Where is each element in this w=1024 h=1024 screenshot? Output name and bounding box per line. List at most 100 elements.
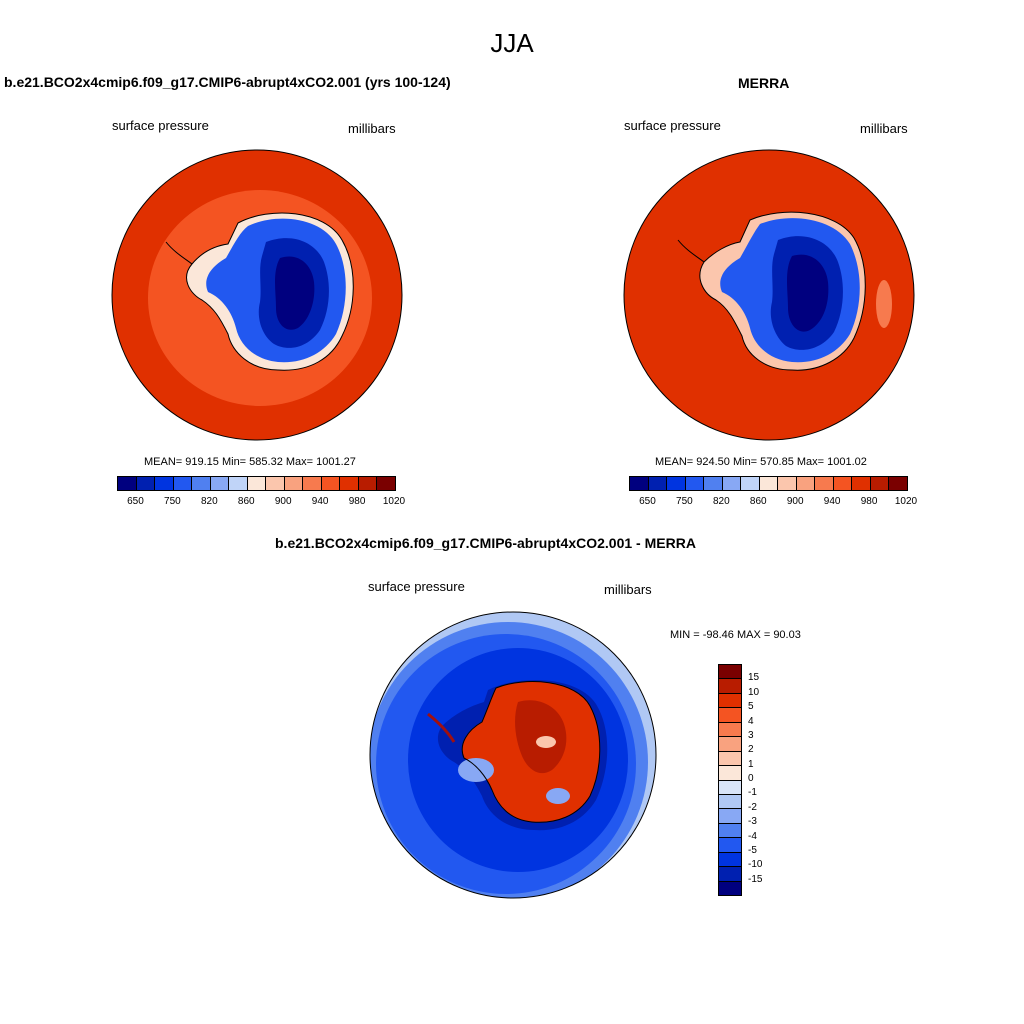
colorbar-tick-label: 0	[748, 773, 754, 784]
diff-peninsula	[427, 712, 456, 743]
colorbar-swatch	[155, 477, 174, 490]
colorbar-swatch	[667, 477, 686, 490]
page-title: JJA	[490, 28, 534, 58]
colorbar-swatch	[358, 477, 378, 490]
diff-colorbar-ticks: 15 10 5 4 3 2 1 0 -1 -2 -3 -4 -5 -10 -15	[748, 664, 788, 894]
model-stats: MEAN= 919.15 Min= 585.32 Max= 1001.27	[144, 456, 356, 468]
colorbar-swatch	[719, 679, 741, 694]
merra-panel-title: MERRA	[738, 75, 790, 91]
colorbar-tick-label: 940	[311, 496, 329, 507]
colorbar-swatch	[719, 722, 741, 738]
colorbar-swatch	[815, 477, 834, 490]
colorbar-swatch	[719, 780, 741, 795]
colorbar-tick-label: 15	[748, 672, 760, 684]
colorbar-tick-label: 5	[748, 701, 754, 713]
colorbar-tick-label: 900	[786, 496, 804, 507]
antarctica-coastline	[699, 211, 866, 371]
pressure-feature	[876, 280, 892, 328]
colorbar-swatch	[136, 477, 156, 490]
diff-variable-label: surface pressure	[368, 579, 465, 594]
model-polar-map	[111, 149, 403, 441]
colorbar-tick-label: 2	[748, 744, 754, 756]
colorbar-tick-label: 650	[639, 496, 656, 507]
colorbar-swatch	[759, 477, 779, 490]
colorbar-tick-label: 650	[127, 496, 144, 507]
colorbar-swatch	[173, 477, 193, 490]
diff-colorbar	[718, 664, 742, 896]
colorbar-swatch	[266, 477, 285, 490]
colorbar-swatch	[192, 477, 211, 490]
colorbar-swatch	[719, 693, 741, 709]
colorbar-swatch	[852, 477, 871, 490]
merra-variable-label: surface pressure	[624, 118, 721, 133]
map-border	[623, 149, 915, 441]
merra-units-label: millibars	[860, 121, 908, 136]
colorbar-tick-label: -3	[748, 816, 757, 828]
colorbar-tick-label: -5	[748, 844, 757, 856]
colorbar-swatch	[741, 477, 760, 490]
colorbar-swatch	[889, 477, 907, 490]
colorbar-swatch	[722, 477, 742, 490]
diff-panel-title: b.e21.BCO2x4cmip6.f09_g17.CMIP6-abrupt4x…	[275, 535, 696, 551]
pressure-band-650	[275, 256, 315, 330]
colorbar-tick-label: 820	[712, 496, 730, 507]
map-border	[111, 149, 403, 441]
pressure-band-650	[787, 254, 829, 332]
colorbar-swatch	[719, 881, 741, 895]
colorbar-tick-label: 10	[748, 686, 760, 698]
colorbar-swatch	[778, 477, 797, 490]
colorbar-tick-label: 980	[860, 496, 878, 507]
colorbar-swatch	[704, 477, 723, 490]
colorbar-tick-label: 820	[200, 496, 218, 507]
colorbar-swatch	[321, 477, 341, 490]
colorbar-swatch	[870, 477, 890, 490]
colorbar-swatch	[340, 477, 359, 490]
model-colorbar-ticks: 650 750 820 860 900 940 980 1020	[117, 496, 405, 510]
colorbar-tick-label: -10	[748, 859, 763, 871]
colorbar-swatch	[685, 477, 705, 490]
colorbar-swatch	[719, 737, 741, 752]
colorbar-tick-label: 940	[823, 496, 841, 507]
colorbar-swatch	[630, 477, 649, 490]
colorbar-swatch	[719, 852, 741, 868]
merra-colorbar	[629, 476, 908, 491]
colorbar-tick-label: 4	[748, 715, 754, 727]
colorbar-tick-label: -15	[748, 873, 763, 885]
colorbar-swatch	[796, 477, 816, 490]
diff-positive-patch	[536, 736, 556, 748]
diff-negative-patch	[546, 788, 570, 804]
colorbar-swatch	[303, 477, 322, 490]
merra-colorbar-ticks: 650 750 820 860 900 940 980 1020	[629, 496, 917, 510]
colorbar-tick-label: 900	[274, 496, 292, 507]
colorbar-swatch	[377, 477, 395, 490]
diff-negative-patch	[458, 758, 494, 782]
colorbar-swatch	[719, 794, 741, 810]
merra-stats: MEAN= 924.50 Min= 570.85 Max= 1001.02	[655, 456, 867, 468]
colorbar-swatch	[833, 477, 853, 490]
diff-stats: MIN = -98.46 MAX = 90.03	[670, 629, 801, 641]
peninsula-coastline	[677, 239, 705, 263]
colorbar-swatch	[719, 665, 741, 680]
diff-positive-peak	[515, 700, 567, 774]
diff-polar-map	[369, 611, 657, 899]
colorbar-swatch	[118, 477, 137, 490]
colorbar-tick-label: -2	[748, 801, 757, 813]
colorbar-tick-label: 1020	[894, 496, 918, 507]
colorbar-swatch	[719, 766, 741, 781]
colorbar-swatch	[247, 477, 267, 490]
colorbar-swatch	[719, 751, 741, 767]
merra-polar-map	[623, 149, 915, 441]
map-border	[369, 611, 657, 899]
colorbar-swatch	[719, 823, 741, 839]
colorbar-swatch	[284, 477, 304, 490]
model-variable-label: surface pressure	[112, 118, 209, 133]
colorbar-swatch	[719, 867, 741, 882]
antarctica-coastline	[461, 681, 601, 823]
diff-units-label: millibars	[604, 582, 652, 597]
colorbar-tick-label: 3	[748, 729, 754, 741]
colorbar-tick-label: -1	[748, 787, 757, 799]
colorbar-tick-label: 750	[676, 496, 693, 507]
colorbar-tick-label: 980	[348, 496, 366, 507]
model-colorbar	[117, 476, 396, 491]
colorbar-swatch	[719, 809, 741, 824]
